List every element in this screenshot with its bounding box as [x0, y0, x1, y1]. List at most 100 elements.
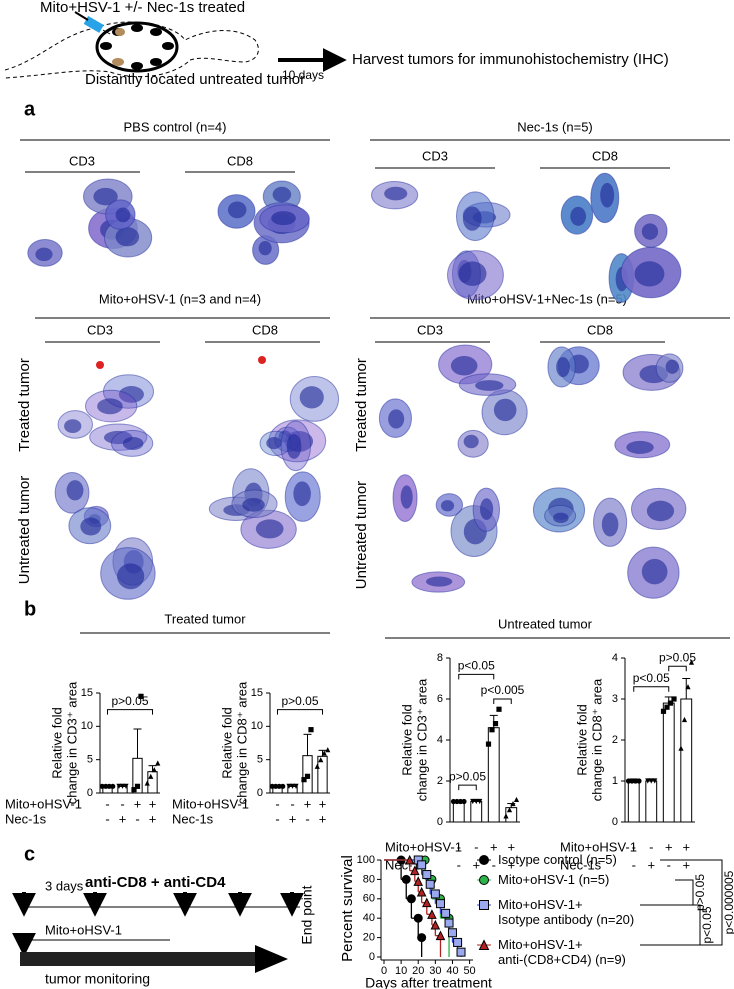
- y-tick-label: 3: [612, 693, 618, 705]
- significance-bracket: [668, 665, 687, 672]
- tissue: [93, 187, 118, 206]
- significance-label: p>0.05: [693, 874, 707, 911]
- tissue: [570, 206, 587, 226]
- bar: [505, 807, 518, 823]
- data-point: [477, 798, 483, 805]
- data-point: [667, 700, 674, 706]
- legend-entry: Mito+oHSV-1 (n=5): [498, 872, 609, 887]
- data-point: [301, 777, 307, 783]
- y-axis-label: change in CD8⁺ area: [234, 681, 249, 804]
- bar: [452, 801, 465, 823]
- tissue: [641, 558, 668, 585]
- legend-label: Mito+oHSV-1+ anti-(CD8+CD4) (n=9): [498, 937, 626, 967]
- survival-point: [406, 894, 416, 904]
- factor-name: Nec-1s: [5, 811, 47, 826]
- y-tick-label: 0: [87, 787, 93, 799]
- group-title: Mito+oHSV-1+Nec-1s (n=5): [467, 291, 627, 306]
- tissue: [286, 434, 302, 459]
- tissue: [293, 481, 311, 507]
- row-label: Untreated tumor: [16, 476, 33, 584]
- factor-level: +: [149, 811, 157, 826]
- survival-point: [435, 899, 445, 909]
- data-point: [664, 704, 670, 710]
- y-tick-label: 100: [357, 854, 375, 866]
- tissue: [646, 500, 675, 522]
- y-tick-label: 0: [369, 951, 375, 963]
- factor-level: -: [120, 796, 124, 811]
- factor-level: +: [319, 811, 327, 826]
- schematic-text: Distantly located untreated tumor: [85, 71, 305, 88]
- legend-marker: [479, 855, 489, 865]
- data-point: [304, 773, 311, 779]
- legend-entry: Mito+oHSV-1+ Isotype antibody (n=20): [498, 897, 635, 927]
- significance-bracket: [493, 698, 512, 704]
- y-tick-label: 8: [437, 652, 443, 664]
- tissue: [475, 380, 504, 391]
- factor-level: -: [290, 796, 294, 811]
- survival-point: [421, 897, 432, 908]
- schematic-text: Harvest tumors for immunohistochemistry …: [352, 51, 669, 68]
- tissue: [553, 512, 569, 524]
- y-tick-label: 2: [437, 775, 443, 787]
- tissue: [122, 437, 144, 451]
- y-tick-label: 40: [363, 912, 375, 924]
- factor-name: Nec-1s: [560, 857, 602, 872]
- stain-label: CD3: [422, 148, 448, 163]
- tissue: [271, 211, 296, 226]
- stain-label: CD8: [587, 322, 613, 337]
- data-point: [144, 780, 150, 786]
- survival-point: [435, 930, 446, 941]
- tissue: [493, 398, 517, 422]
- data-point: [485, 741, 492, 747]
- y-tick-label: 6: [437, 693, 443, 705]
- tissue: [299, 386, 324, 409]
- tissue: [66, 480, 84, 501]
- factor-name: Mito+oHSV-1: [560, 839, 637, 854]
- tissue: [242, 497, 265, 512]
- y-axis-label: change in CD3⁺ area: [414, 678, 429, 801]
- data-point: [660, 708, 667, 714]
- data-point: [155, 760, 161, 766]
- tissue: [463, 434, 479, 449]
- y-axis-label: Relative fold: [49, 707, 64, 779]
- tissue: [97, 398, 123, 415]
- tissue: [35, 247, 53, 262]
- x-tick-label: 50: [463, 965, 475, 977]
- factor-level: -: [135, 811, 139, 826]
- data-point: [148, 773, 154, 779]
- survival-point: [427, 909, 437, 919]
- legend-marker: [479, 875, 489, 885]
- tissue: [450, 355, 478, 376]
- stain-label: CD3: [417, 322, 443, 337]
- survival-point: [430, 889, 440, 899]
- legend-label: Isotype control (n=5): [498, 852, 617, 867]
- tissue: [440, 500, 455, 512]
- tissue: [626, 440, 654, 454]
- factor-name: Mito+oHSV-1: [172, 796, 249, 811]
- bar: [645, 780, 658, 823]
- y-tick-label: 4: [612, 652, 618, 664]
- x-tick-label: 40: [446, 965, 458, 977]
- x-tick-label: 20: [412, 965, 424, 977]
- factor-level: +: [647, 857, 655, 872]
- bar: [470, 801, 483, 823]
- factor-level: -: [649, 839, 653, 854]
- y-tick-label: 60: [363, 893, 375, 905]
- y-tick-label: 10: [251, 720, 263, 732]
- x-tick-label: 30: [429, 965, 441, 977]
- legend-label: Mito+oHSV-1+ Isotype antibody (n=20): [498, 897, 635, 927]
- y-axis-label: Relative fold: [399, 704, 414, 776]
- panel-label: a: [24, 98, 36, 120]
- factor-level: +: [119, 811, 127, 826]
- y-tick-label: 20: [363, 932, 375, 944]
- y-tick-label: 10: [81, 720, 93, 732]
- tissue: [634, 261, 665, 287]
- data-point: [110, 783, 116, 789]
- tissue: [641, 223, 659, 240]
- tissue: [80, 517, 102, 536]
- factor-level: -: [105, 796, 109, 811]
- y-tick-label: 15: [251, 687, 263, 699]
- factor-level: -: [305, 811, 309, 826]
